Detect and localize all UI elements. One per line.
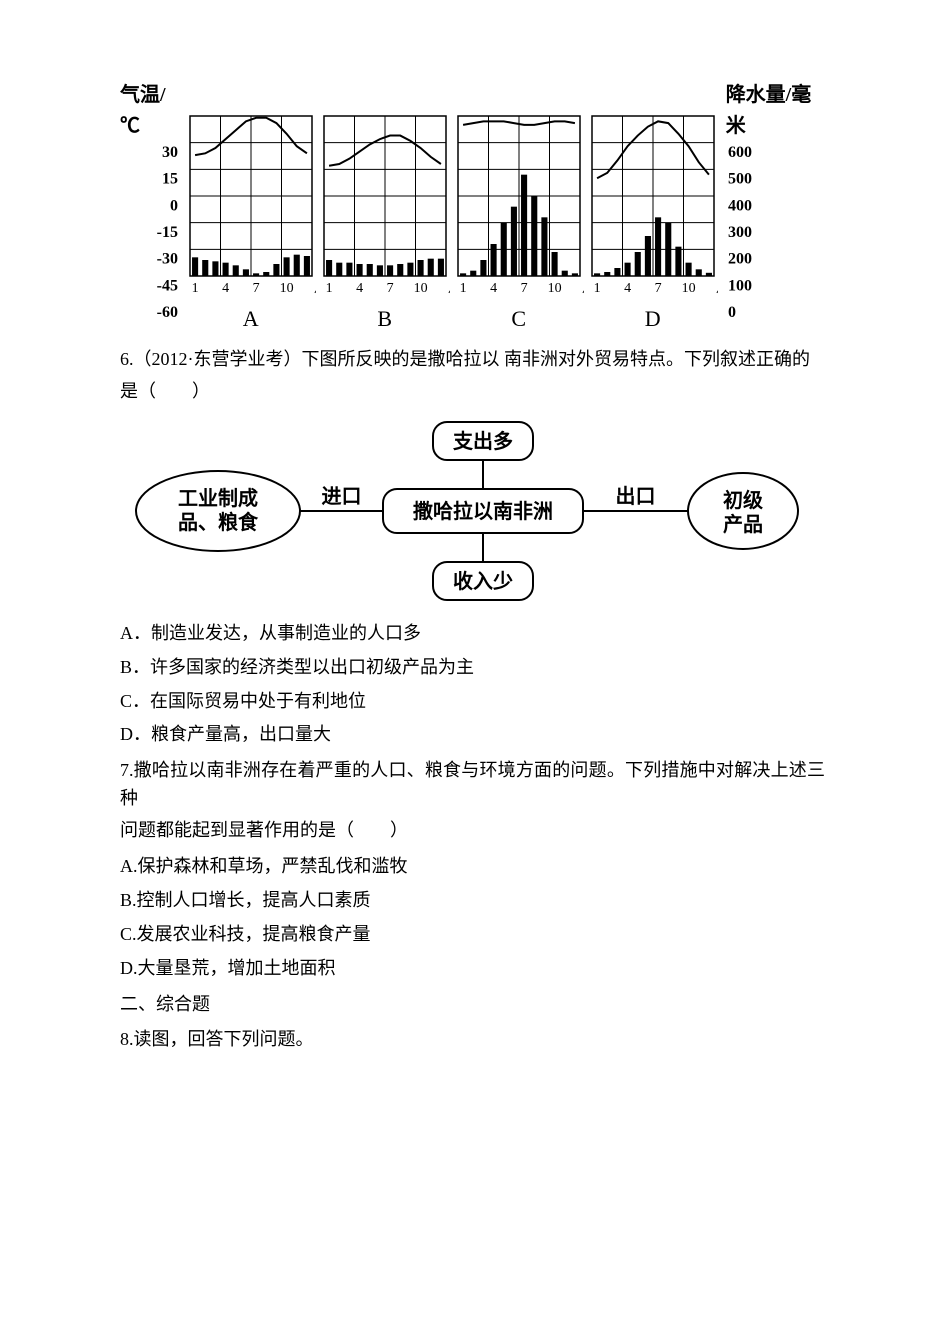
svg-text:4: 4 [222,281,229,296]
temp-axis-ticks: 30 15 0 -15 -30 -45 -60 [142,146,182,336]
chart-C: 1 4 7 10 月份 C [454,110,584,336]
svg-text:出口: 出口 [615,485,655,508]
precip-axis-ticks: 600 500 400 300 200 100 0 [726,146,772,336]
svg-text:15: 15 [162,171,178,188]
q6-optC: C．在国际贸易中处于有利地位 [120,688,825,716]
chart-C-svg: 1 4 7 10 月份 [454,110,584,300]
svg-text:进口: 进口 [321,485,361,508]
temp-axis-title: 气温/℃ [120,80,182,142]
svg-text:500: 500 [728,171,752,188]
precip-axis-title: 降水量/毫米 [726,80,825,142]
svg-text:-60: -60 [156,304,177,321]
q6-stem-a: 6.（2012·东营学业考）下图所反映的是撒哈拉以 南非洲对外贸易特点。下列叙述… [120,346,825,374]
svg-text:600: 600 [728,146,752,161]
chart-D: 1 4 7 10 月份 D [588,110,718,336]
q8-stem: 8.读图，回答下列问题。 [120,1026,825,1054]
svg-text:1: 1 [593,281,600,296]
q7-stem-b: 问题都能起到显著作用的是（ ） [120,817,825,845]
svg-text:初级: 初级 [723,488,763,512]
chart-A-label: A [243,302,259,336]
q7-options: A.保护森林和草场，严禁乱伐和滥牧 B.控制人口增长，提高人口素质 C.发展农业… [120,853,825,983]
svg-text:100: 100 [728,277,752,294]
svg-text:产品: 产品 [723,512,763,536]
svg-text:支出多: 支出多 [453,429,513,453]
q7-optC: C.发展农业科技，提高粮食产量 [120,921,825,949]
chart-C-label: C [511,302,526,336]
svg-text:4: 4 [356,281,363,296]
section-2: 二、综合题 [120,991,825,1019]
svg-text:-30: -30 [156,251,177,268]
svg-text:月份: 月份 [716,280,718,296]
svg-text:10: 10 [279,281,293,296]
chart-D-svg: 1 4 7 10 月份 [588,110,718,300]
svg-text:30: 30 [162,146,178,161]
svg-text:月份: 月份 [448,280,450,296]
svg-text:1: 1 [191,281,198,296]
q6-optD: D．粮食产量高，出口量大 [120,721,825,749]
q6-options: A．制造业发达，从事制造业的人口多 B．许多国家的经济类型以出口初级产品为主 C… [120,620,825,750]
q7-optD: D.大量垦荒，增加土地面积 [120,955,825,983]
svg-text:0: 0 [170,197,178,214]
trade-diagram-svg: 工业制成品、粮食 撒哈拉以南非洲支出多收入少 初级产品 进口 出口 [123,416,823,606]
chart-A-svg: 1 4 7 10 月份 [186,110,316,300]
climate-charts: 气温/℃ 30150-15-30-45-60 14710月份 A 14710月份… [120,80,825,336]
svg-text:收入少: 收入少 [453,569,513,593]
svg-text:-15: -15 [156,224,177,241]
q6-optA: A．制造业发达，从事制造业的人口多 [120,620,825,648]
q6-optB: B．许多国家的经济类型以出口初级产品为主 [120,654,825,682]
svg-text:7: 7 [520,281,527,296]
svg-text:1: 1 [459,281,466,296]
svg-text:月份: 月份 [314,280,316,296]
svg-text:10: 10 [547,281,561,296]
svg-text:200: 200 [728,251,752,268]
svg-text:7: 7 [252,281,259,296]
svg-text:10: 10 [413,281,427,296]
precip-axis: 降水量/毫米 600 500 400 300 200 100 0 [726,80,825,336]
q7-stem-a: 7.撒哈拉以南非洲存在着严重的人口、粮食与环境方面的问题。下列措施中对解决上述三… [120,757,825,813]
svg-text:4: 4 [624,281,631,296]
svg-text:300: 300 [728,224,752,241]
q6-stem-b: 是（ ） [120,378,825,406]
chart-B-label: B [377,302,392,336]
q7-optB: B.控制人口增长，提高人口素质 [120,887,825,915]
svg-text:撒哈拉以南非洲: 撒哈拉以南非洲 [413,499,553,523]
svg-text:10: 10 [681,281,695,296]
svg-text:4: 4 [490,281,497,296]
chart-B: 1 4 7 10 月份 B [320,110,450,336]
svg-text:0: 0 [728,304,736,321]
svg-text:7: 7 [654,281,661,296]
svg-text:品、粮食: 品、粮食 [178,510,259,534]
q7-optA: A.保护森林和草场，严禁乱伐和滥牧 [120,853,825,881]
svg-text:1: 1 [325,281,332,296]
svg-text:工业制成: 工业制成 [178,486,258,510]
chart-D-label: D [645,302,661,336]
svg-text:7: 7 [386,281,393,296]
chart-A: 1 4 7 10 月份 A [186,110,316,336]
trade-diagram: 工业制成品、粮食 撒哈拉以南非洲支出多收入少 初级产品 进口 出口 [120,416,825,606]
svg-text:400: 400 [728,197,752,214]
chart-B-svg: 1 4 7 10 月份 [320,110,450,300]
svg-text:-45: -45 [156,277,177,294]
svg-text:月份: 月份 [582,280,584,296]
temp-axis: 气温/℃ 30 15 0 -15 -30 -45 -60 [120,80,182,336]
